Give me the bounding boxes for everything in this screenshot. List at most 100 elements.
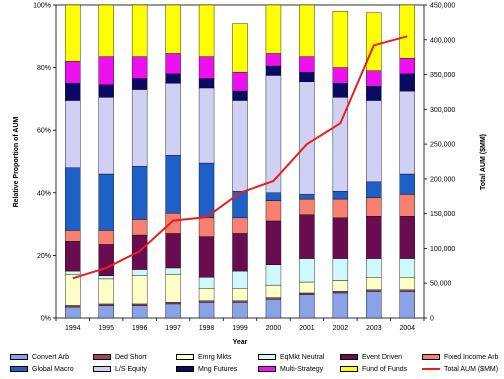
bar-segment-global-macro-1995 <box>98 173 114 231</box>
bar-segment-global-macro-1996 <box>131 165 148 220</box>
bar-segment-fund-of-funds-1995 <box>98 4 114 57</box>
bar-segment-eqmkt-neutral-1994 <box>65 270 81 275</box>
bar-segment-ded-short-2004 <box>399 289 415 292</box>
legend-label: Multi-Strategy <box>280 365 324 373</box>
legend-label: L/S Equity <box>115 365 147 373</box>
bar-segment-mng-futures-1996 <box>131 78 148 90</box>
bar-segment-global-macro-1999 <box>232 191 248 219</box>
bar-segment-global-macro-2004 <box>399 173 415 195</box>
legend-item-emrg-mkts: Emrg Mkts <box>176 352 231 362</box>
legend-item-l-s-equity: L/S Equity <box>93 364 147 374</box>
bar-segment-emrg-mkts-1999 <box>232 288 248 301</box>
x-tick-label-2001: 2001 <box>299 325 315 332</box>
left-tick-label: 40% <box>37 190 51 197</box>
right-axis: 0 50,000 100,000 150,000 200,000 250,000 300,0… <box>424 3 455 323</box>
bar-segment-eqmkt-neutral-2002 <box>332 258 349 281</box>
bar-segment-event-driven-2003 <box>366 216 382 259</box>
legend-swatch <box>176 366 194 372</box>
legend-label: Event Driven <box>362 353 403 361</box>
total-aum-line <box>72 35 408 280</box>
bar-segment-event-driven-1997 <box>165 233 181 269</box>
bar-segment-convert-arb-1999 <box>232 302 248 319</box>
legend-item-fund-of-funds: Fund of Funds <box>340 364 407 374</box>
bar-segment-l-s-equity-2004 <box>399 90 415 175</box>
legend-label: Convert Arb <box>32 353 69 361</box>
bar-segment-ded-short-2000 <box>265 297 282 300</box>
right-tick-label: 350,000 <box>430 72 455 79</box>
bar-segment-fixed-income-arb-1998 <box>198 217 215 237</box>
bar-segment-ded-short-1996 <box>131 303 148 306</box>
right-tick-label: 150,000 <box>430 211 455 218</box>
bar-segment-convert-arb-2001 <box>299 294 315 319</box>
bar-segment-fund-of-funds-2000 <box>265 4 282 54</box>
bar-segment-fixed-income-arb-2000 <box>265 200 282 222</box>
bar-segment-l-s-equity-1994 <box>65 100 81 168</box>
bar-segment-multi-strategy-1995 <box>98 56 114 86</box>
bar-segment-multi-strategy-1994 <box>65 61 81 84</box>
right-tick-label: 400,000 <box>430 37 455 44</box>
bar-segment-l-s-equity-2003 <box>366 100 382 183</box>
bar-segment-event-driven-1994 <box>65 241 81 272</box>
legend-label: Emrg Mkts <box>198 353 232 361</box>
y-axis-title: Relative Proportion of AUM <box>13 116 20 207</box>
bar-segment-ded-short-1995 <box>98 303 114 306</box>
legend-item-global-macro: Global Macro <box>10 364 74 374</box>
bar-segment-mng-futures-2001 <box>299 72 315 82</box>
left-tick-label: 20% <box>37 253 51 260</box>
left-tick-label: 0% <box>41 316 51 323</box>
legend-swatch <box>176 354 194 360</box>
bar-segment-global-macro-1997 <box>165 155 181 214</box>
bar-segment-fund-of-funds-1997 <box>165 4 181 54</box>
left-tick-label: 60% <box>37 128 51 135</box>
bar-segment-fixed-income-arb-1995 <box>98 230 114 245</box>
bar-segment-l-s-equity-1997 <box>165 83 181 156</box>
bar-segment-convert-arb-1994 <box>65 306 81 319</box>
bar-segment-convert-arb-2003 <box>366 291 382 319</box>
bar-segment-l-s-equity-1998 <box>198 87 215 164</box>
bar-segment-event-driven-1995 <box>98 244 114 276</box>
legend-label: Ded Short <box>115 353 147 361</box>
bar-segment-emrg-mkts-1998 <box>198 288 215 301</box>
bar-segment-emrg-mkts-2003 <box>366 277 382 291</box>
bar-segment-mng-futures-1995 <box>98 84 114 98</box>
legend-item-total-aum-mm-: Total AUM ($MM) <box>422 364 498 374</box>
legend-swatch <box>422 368 440 370</box>
bar-segment-emrg-mkts-1997 <box>165 273 181 303</box>
x-tick-label-2004: 2004 <box>399 325 415 332</box>
bar-segment-global-macro-2002 <box>332 191 349 200</box>
chart: 0% 20% 40% 60% 80% 100% 0 50,000 100,000 150,000… <box>13 3 487 347</box>
bar-segment-fixed-income-arb-1994 <box>65 230 81 242</box>
bar-segment-multi-strategy-2003 <box>366 70 382 87</box>
bar-segment-fund-of-funds-2001 <box>299 4 315 57</box>
right-tick-label: 100,000 <box>430 246 455 253</box>
left-tick-label: 80% <box>37 65 51 72</box>
legend-label: EqMkt Neutral <box>280 353 325 361</box>
bar-segment-convert-arb-2000 <box>265 299 282 319</box>
bar-segment-fixed-income-arb-1999 <box>232 217 248 234</box>
bar-segment-multi-strategy-1996 <box>131 56 148 79</box>
bars <box>65 4 415 319</box>
bar-segment-multi-strategy-1998 <box>198 56 215 79</box>
bar-segment-mng-futures-1999 <box>232 90 248 101</box>
x-axis-title: Year <box>233 339 248 346</box>
bar-segment-ded-short-2003 <box>366 289 382 292</box>
legend-item-fixed-income-arb: Fixed Income Arb <box>422 352 498 362</box>
bar-segment-eqmkt-neutral-2003 <box>366 258 382 278</box>
bar-segment-eqmkt-neutral-1997 <box>165 267 181 275</box>
x-tick-label-1996: 1996 <box>132 325 148 332</box>
bar-segment-global-macro-2001 <box>299 194 315 200</box>
bar-segment-fund-of-funds-1999 <box>232 23 248 73</box>
bar-segment-mng-futures-1997 <box>165 73 181 84</box>
x-tick-label-2000: 2000 <box>266 325 282 332</box>
bar-segment-multi-strategy-2001 <box>299 56 315 73</box>
legend-swatch <box>93 366 111 372</box>
legend-swatch <box>258 366 276 372</box>
bar-segment-l-s-equity-1995 <box>98 97 114 175</box>
bar-segment-mng-futures-2000 <box>265 65 282 76</box>
bar-segment-event-driven-2000 <box>265 220 282 265</box>
legend-label: Total AUM ($MM) <box>444 365 499 373</box>
x-axis: 1994 1995 1996 1997 1998 1999 2000 2001 2002 2003… <box>55 318 425 332</box>
bar-segment-global-macro-2000 <box>265 192 282 201</box>
x-tick-label-2002: 2002 <box>333 325 349 332</box>
right-tick-label: 50,000 <box>430 281 452 288</box>
